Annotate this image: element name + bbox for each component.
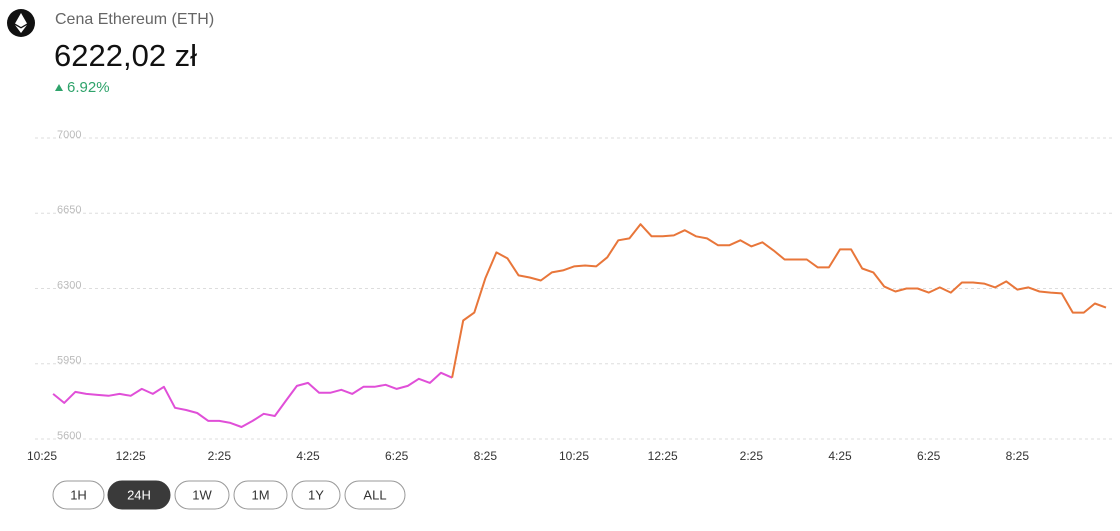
x-tick-label: 4:25 [828,449,852,463]
range-button[interactable]: 1H [52,480,105,510]
button-bg [52,480,105,510]
button-bg [233,480,288,510]
button-label: 1H [70,487,87,502]
range-button[interactable]: 1M [233,480,288,510]
eth-logo [15,13,27,33]
title: Cena Ethereum (ETH) [55,11,214,28]
x-tick-label: 8:25 [1006,449,1030,463]
x-tick-label: 10:25 [559,449,589,463]
button-label: 1M [251,487,269,502]
x-tick-label: 10:25 [27,449,57,463]
price: 6222,02 zł [54,38,197,73]
button-label: ALL [363,487,386,502]
x-tick-label: 2:25 [208,449,232,463]
x-tick-label: 8:25 [474,449,498,463]
y-tick-label: 6300 [57,279,81,291]
price-line [451,223,1107,378]
button-label: 24H [127,487,151,502]
x-tick-label: 4:25 [296,449,320,463]
y-tick-label: 5950 [57,355,81,367]
range-button[interactable]: 1Y [291,480,341,510]
range-button[interactable]: ALL [344,480,406,510]
x-tick-label: 12:25 [116,449,146,463]
button-bg [174,480,230,510]
button-bg [107,480,171,510]
price-line [52,371,453,428]
button-bg [344,480,406,510]
x-tick-label: 6:25 [385,449,409,463]
y-tick-label: 5600 [57,430,81,442]
x-tick-label: 2:25 [740,449,764,463]
up-arrow [55,84,63,91]
change: 6.92% [67,79,110,96]
x-tick-label: 12:25 [648,449,678,463]
range-button[interactable]: 1W [174,480,230,510]
y-tick-label: 6650 [57,204,81,216]
range-button[interactable]: 24H [107,480,171,510]
y-tick-label: 7000 [57,129,81,141]
x-tick-label: 6:25 [917,449,941,463]
button-bg [291,480,341,510]
button-label: 1Y [308,487,324,502]
button-label: 1W [192,487,212,502]
